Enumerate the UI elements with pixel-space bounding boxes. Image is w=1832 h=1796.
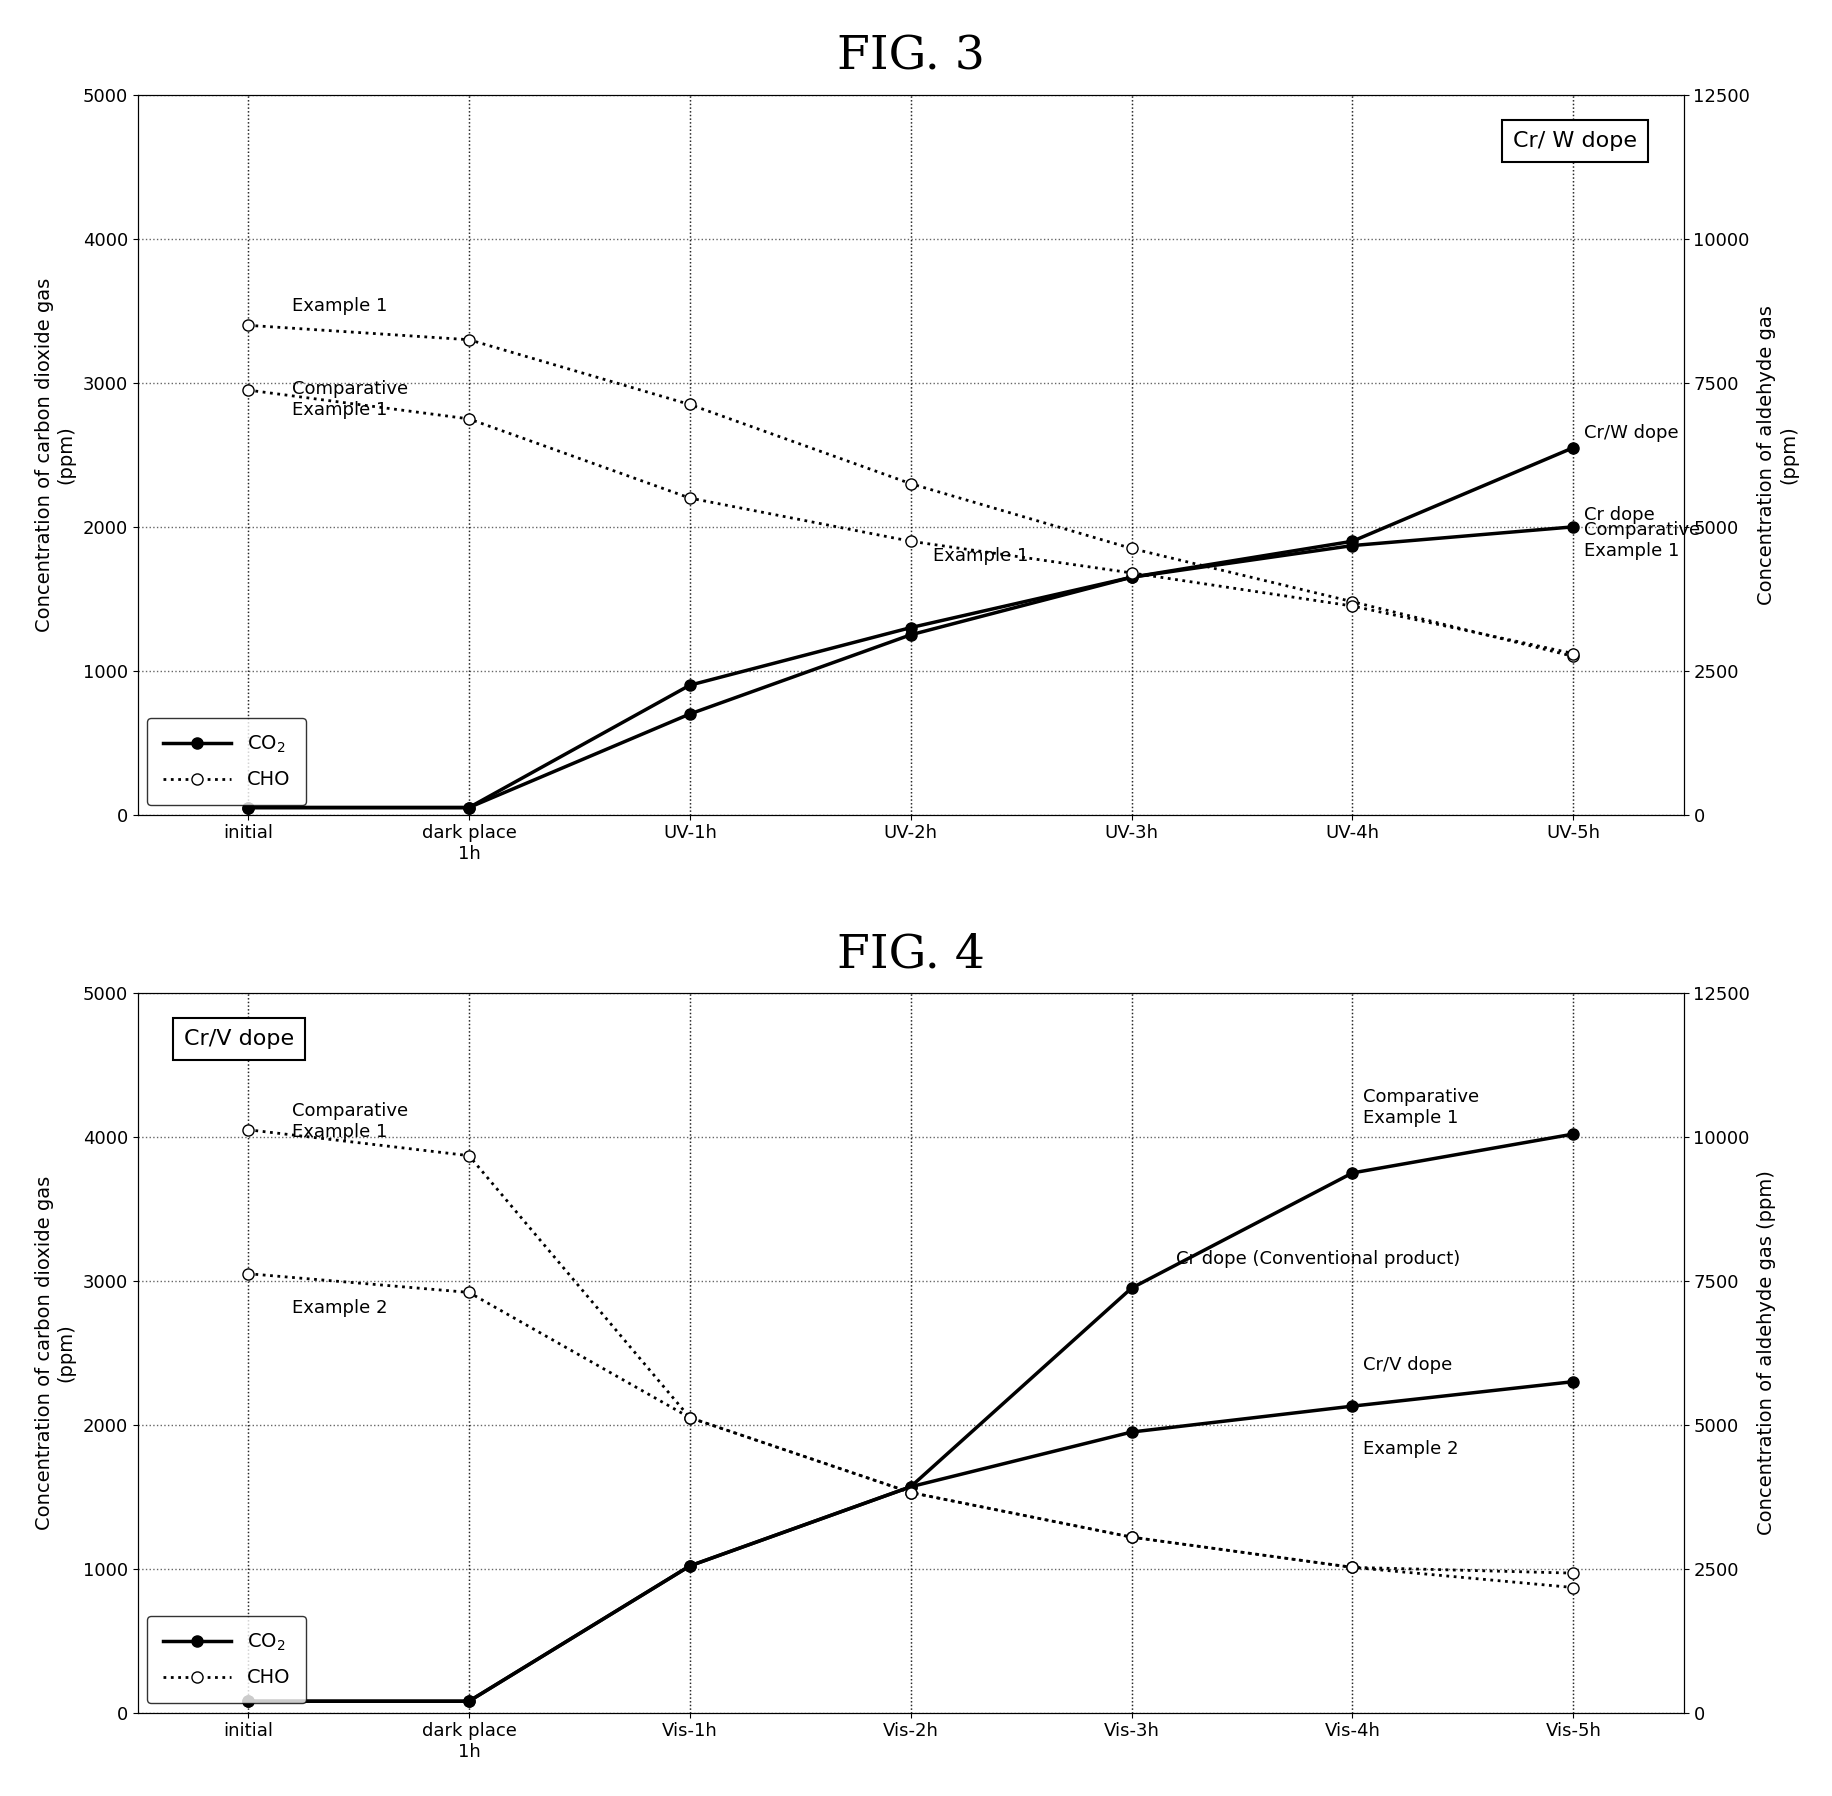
Text: Example 2: Example 2 <box>1363 1440 1458 1458</box>
Text: Cr dope (Conventional product): Cr dope (Conventional product) <box>1174 1250 1458 1268</box>
Title: FIG. 3: FIG. 3 <box>835 34 984 81</box>
Text: Comparative
Example 1: Comparative Example 1 <box>1363 1088 1478 1126</box>
Text: Cr/ W dope: Cr/ W dope <box>1513 131 1636 151</box>
Text: Cr/W dope: Cr/W dope <box>1583 424 1678 442</box>
Text: Example 2: Example 2 <box>291 1299 388 1316</box>
Text: Comparative
Example 1: Comparative Example 1 <box>1583 521 1700 560</box>
Text: Comparative
Example 1: Comparative Example 1 <box>291 1103 409 1140</box>
Text: Cr dope: Cr dope <box>1583 506 1654 524</box>
Y-axis label: Concentration of carbon dioxide gas
(ppm): Concentration of carbon dioxide gas (ppm… <box>35 1176 75 1530</box>
Text: Comparative
Example 1: Comparative Example 1 <box>291 379 409 418</box>
Legend: CO$_2$, CHO: CO$_2$, CHO <box>147 1616 306 1703</box>
Text: Cr/V dope: Cr/V dope <box>1363 1356 1453 1374</box>
Legend: CO$_2$, CHO: CO$_2$, CHO <box>147 718 306 805</box>
Text: Example 1: Example 1 <box>932 548 1028 566</box>
Title: FIG. 4: FIG. 4 <box>835 932 984 979</box>
Text: Cr/V dope: Cr/V dope <box>183 1029 293 1049</box>
Text: Example 1: Example 1 <box>291 296 387 314</box>
Y-axis label: Concentration of aldehyde gas (ppm): Concentration of aldehyde gas (ppm) <box>1757 1171 1775 1536</box>
Y-axis label: Concentration of carbon dioxide gas
(ppm): Concentration of carbon dioxide gas (ppm… <box>35 278 75 632</box>
Y-axis label: Concentration of aldehyde gas
(ppm): Concentration of aldehyde gas (ppm) <box>1757 305 1797 605</box>
